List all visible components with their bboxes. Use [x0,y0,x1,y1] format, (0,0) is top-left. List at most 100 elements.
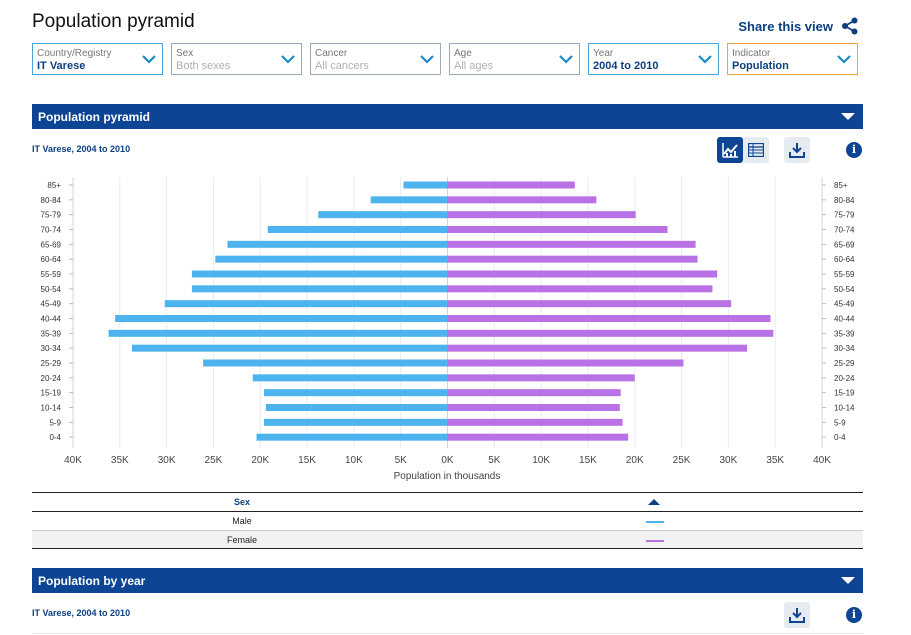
filter-value: All cancers [315,60,369,72]
bar-male[interactable] [370,196,448,204]
chevron-down-icon [142,55,156,64]
y-tick-label-left: 80-84 [41,196,62,205]
section-header-population-by-year[interactable]: Population by year [32,568,863,593]
bar-female[interactable] [447,240,696,248]
bar-female[interactable] [447,418,623,426]
chevron-down-icon [281,55,295,64]
filter-label: Cancer [315,48,348,59]
chevron-down-icon [698,55,712,64]
legend-header-row[interactable]: Sex [32,492,863,511]
x-tick-label: 35K [766,455,784,466]
filter-sex[interactable]: Sex Both sexes [171,43,302,75]
legend-row-male[interactable]: Male [32,511,863,530]
collapse-icon [841,577,855,584]
x-tick-label: 10K [345,455,363,466]
y-tick-label-left: 25-29 [41,359,62,368]
filter-label: Country/Registry [37,48,112,59]
download-button[interactable] [784,137,810,163]
table-view-button[interactable] [743,137,769,163]
filter-year[interactable]: Year 2004 to 2010 [588,43,719,75]
bar-female[interactable] [447,374,635,382]
y-tick-label-left: 20-24 [41,374,62,383]
bar-male[interactable] [131,344,448,352]
y-tick-label-left: 30-34 [41,344,62,353]
bar-female[interactable] [447,344,748,352]
y-tick-label-right: 60-64 [834,255,855,264]
bar-male[interactable] [164,300,448,308]
bar-male[interactable] [215,255,448,263]
bar-male[interactable] [263,418,448,426]
bar-male[interactable] [115,315,448,322]
x-tick-label: 30K [158,455,176,466]
share-view-button[interactable]: Share this view [738,17,859,35]
section-header-population-pyramid[interactable]: Population pyramid [32,104,863,129]
filter-label: Sex [176,48,194,59]
x-tick-label: 20K [251,455,269,466]
bar-female[interactable] [447,196,597,204]
bar-male[interactable] [191,270,448,278]
info-icon[interactable]: i [846,142,862,158]
y-tick-label-left: 45-49 [41,300,62,309]
legend-label-female: Female [226,535,257,545]
bar-male[interactable] [252,374,448,382]
download-button-2[interactable] [784,602,810,628]
bar-male[interactable] [256,433,448,441]
x-tick-label: 20K [626,455,644,466]
y-tick-label-left: 40-44 [41,315,62,324]
bar-male[interactable] [227,240,448,248]
legend-row-female[interactable]: Female [32,530,863,549]
y-tick-label-right: 75-79 [834,211,855,220]
share-label: Share this view [738,18,833,34]
x-tick-label: 5K [395,455,408,466]
bar-female[interactable] [447,359,684,367]
y-tick-label-right: 65-69 [834,240,855,249]
legend-table: Sex Male Female [32,492,863,549]
x-tick-label: 40K [64,455,82,466]
bar-female[interactable] [447,389,621,397]
bar-male[interactable] [318,211,448,219]
bar-female[interactable] [447,300,732,308]
bar-male[interactable] [191,285,448,293]
info-icon-2[interactable]: i [846,607,862,623]
bar-male[interactable] [265,404,448,411]
y-tick-label-right: 10-14 [834,404,855,413]
sort-ascending-icon[interactable] [648,499,660,505]
page-title: Population pyramid [32,11,195,32]
filter-label: Indicator [732,48,771,59]
y-tick-label-left: 70-74 [41,226,62,235]
bar-male[interactable] [267,226,448,233]
bar-female[interactable] [447,285,713,293]
x-tick-label: 30K [719,455,737,466]
bar-male[interactable] [403,181,448,189]
y-tick-label-left: 10-14 [41,404,62,413]
filter-age[interactable]: Age All ages [449,43,580,75]
bar-female[interactable] [447,404,620,411]
y-tick-label-right: 25-29 [834,359,855,368]
filter-country[interactable]: Country/Registry IT Varese [32,43,163,75]
filter-cancer[interactable]: Cancer All cancers [310,43,441,75]
bar-female[interactable] [447,226,668,233]
x-tick-label: 25K [673,455,691,466]
bar-female[interactable] [447,315,771,322]
y-tick-label-right: 55-59 [834,270,855,279]
bar-male[interactable] [203,359,448,367]
y-tick-label-left: 5-9 [49,418,61,427]
y-tick-label-left: 50-54 [41,285,62,294]
bar-female[interactable] [447,329,774,337]
bar-male[interactable] [263,389,448,397]
bar-female[interactable] [447,433,629,441]
bar-female[interactable] [447,211,636,219]
y-tick-label-left: 55-59 [41,270,62,279]
bar-female[interactable] [447,181,575,189]
filter-label: Year [593,48,614,59]
x-tick-label: 0K [441,455,454,466]
divider [32,633,863,634]
bar-female[interactable] [447,255,698,263]
bar-female[interactable] [447,270,718,278]
chevron-down-icon [420,55,434,64]
bar-male[interactable] [108,329,448,337]
filter-indicator[interactable]: Indicator Population [727,43,858,75]
chart-view-button[interactable] [717,137,743,163]
y-tick-label-right: 30-34 [834,344,855,353]
download-icon [789,143,805,158]
